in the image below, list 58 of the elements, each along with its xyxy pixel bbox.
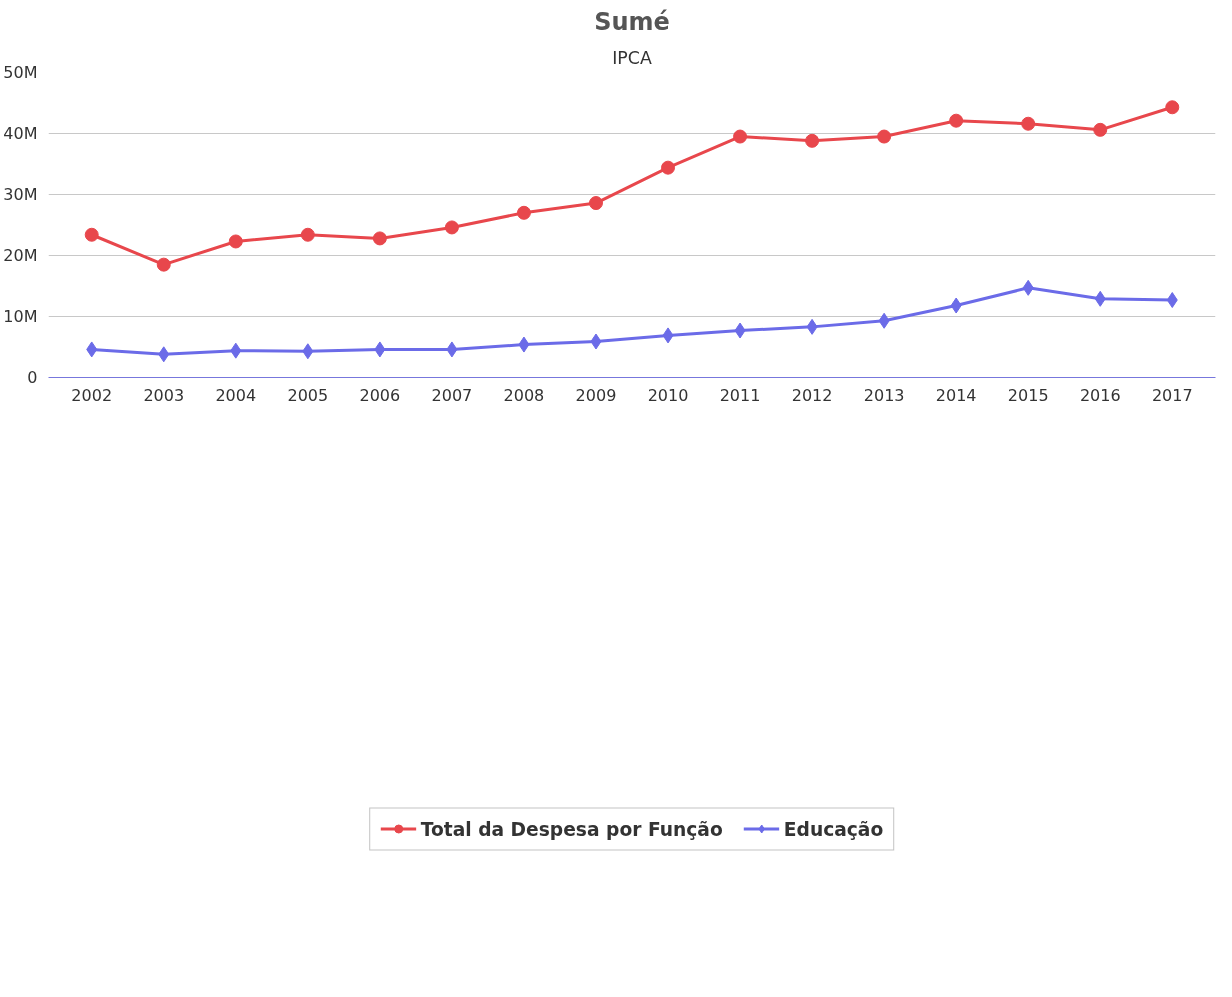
x-tick-label: 2008 (503, 385, 545, 405)
point (300, 227, 315, 242)
point (734, 322, 746, 339)
x-tick-label: 2006 (359, 385, 401, 405)
point (805, 133, 820, 148)
chart-subtitle: IPCA (612, 47, 652, 68)
point (302, 343, 314, 360)
chart-title: Sumé (594, 7, 670, 36)
point (1022, 279, 1034, 296)
y-tick-label: 50M (3, 63, 38, 82)
point (1094, 290, 1106, 307)
y-tick-label: 10M (3, 307, 38, 326)
point (590, 333, 602, 350)
point (518, 336, 530, 353)
legend-label: Educação (783, 818, 884, 840)
x-tick-label: 2009 (575, 385, 617, 405)
x-tick-label: 2017 (1151, 385, 1193, 405)
point (446, 341, 458, 358)
point (1021, 116, 1036, 131)
point (372, 231, 387, 246)
x-tick-label: 2004 (215, 385, 257, 405)
point (84, 227, 99, 242)
x-tick-label: 2013 (863, 385, 905, 405)
x-tick-label: 2005 (287, 385, 329, 405)
x-tick-label: 2012 (791, 385, 833, 405)
point (1165, 100, 1180, 115)
point (86, 341, 98, 358)
y-tick-label: 20M (3, 246, 38, 265)
point (158, 346, 170, 363)
point (1093, 122, 1108, 137)
y-tick-label: 0 (27, 368, 38, 387)
y-tick-label: 30M (3, 185, 38, 204)
legend-label: Total da Despesa por Função (420, 818, 723, 840)
point (949, 113, 964, 128)
point (156, 257, 171, 272)
point (733, 129, 748, 144)
x-tick-label: 2010 (647, 385, 689, 405)
point (444, 220, 459, 235)
x-tick-label: 2014 (935, 385, 977, 405)
point (806, 318, 818, 335)
point (661, 160, 676, 175)
x-tick-label: 2011 (719, 385, 761, 405)
y-tick-label: 40M (3, 124, 38, 143)
point (588, 196, 603, 211)
point (1166, 292, 1178, 309)
point (878, 312, 890, 329)
point (374, 341, 386, 358)
point (230, 342, 242, 359)
x-tick-label: 2007 (431, 385, 473, 405)
x-tick-label: 2015 (1007, 385, 1049, 405)
point (877, 129, 892, 144)
point (228, 234, 243, 249)
point (950, 297, 962, 314)
x-tick-label: 2016 (1079, 385, 1121, 405)
x-tick-label: 2002 (71, 385, 113, 405)
point (516, 205, 531, 220)
point (662, 327, 674, 344)
x-tick-label: 2003 (143, 385, 185, 405)
